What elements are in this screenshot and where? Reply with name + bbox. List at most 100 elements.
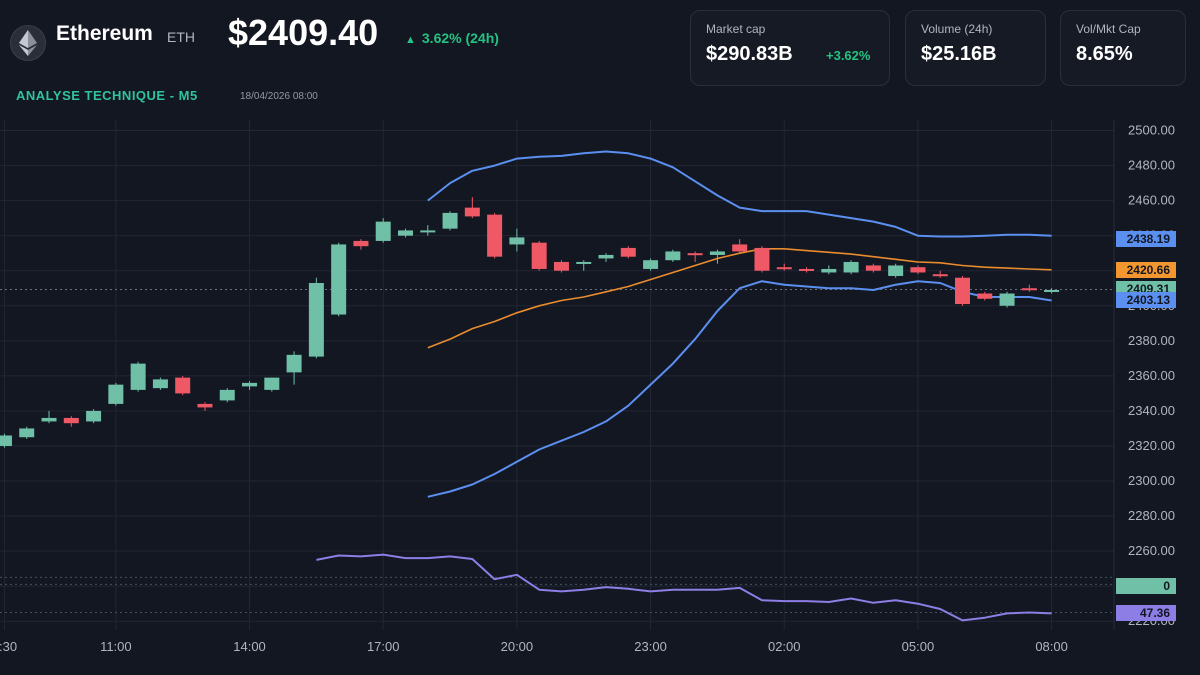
candle-body <box>197 403 213 408</box>
candle-body <box>954 277 970 305</box>
candle <box>999 291 1015 308</box>
candle <box>219 388 235 403</box>
x-tick-label: 05:00 <box>902 639 935 654</box>
candle <box>732 239 748 254</box>
candle <box>620 246 636 259</box>
candle-body <box>776 267 792 270</box>
candle <box>353 239 369 250</box>
x-tick-label: 11:00 <box>100 639 132 654</box>
candle-body <box>553 261 569 271</box>
price-tag: 2403.13 <box>1116 292 1176 309</box>
candle <box>487 212 503 259</box>
coin-name: Ethereum <box>56 22 153 45</box>
x-tick-label: 02:00 <box>768 639 801 654</box>
stat-card-volume: Volume (24h) $25.16B <box>905 10 1046 86</box>
candle-body <box>620 247 636 257</box>
y-tick-label: 2320.00 <box>1128 438 1175 453</box>
candle-body <box>19 428 35 438</box>
candle <box>910 265 926 275</box>
candle-body <box>1021 288 1037 291</box>
candle <box>754 246 770 273</box>
candle <box>553 260 569 273</box>
candle-body <box>86 410 102 422</box>
analysis-title: ANALYSE TECHNIQUE - M5 <box>16 88 198 103</box>
current-price: $2409.40 <box>228 12 379 53</box>
y-tick-label: 2480.00 <box>1128 158 1175 173</box>
candle-body <box>598 254 614 259</box>
x-tick-label: 08:00 <box>1035 639 1068 654</box>
candle-body <box>643 260 659 269</box>
moving-average-line <box>427 248 1052 349</box>
candle <box>175 375 191 396</box>
ethereum-logo <box>10 25 46 61</box>
candle-body <box>152 379 168 389</box>
stat-label: Volume (24h) <box>921 22 993 36</box>
candlesticks <box>0 197 1060 448</box>
chart-header: Ethereum ETH $2409.40 ▲ 3.62% (24h) ANALY… <box>0 0 1200 110</box>
candle-body <box>41 417 57 422</box>
y-tick-label: 2380.00 <box>1128 333 1175 348</box>
price-tag: 2420.66 <box>1116 261 1176 278</box>
candle <box>888 263 904 278</box>
bollinger-upper-line <box>427 150 1052 238</box>
candle-body <box>754 247 770 271</box>
candle-body <box>999 293 1015 306</box>
x-tick-label: 23:00 <box>634 639 667 654</box>
y-tick-label: 2500.00 <box>1128 123 1175 138</box>
candle <box>442 211 458 231</box>
candle <box>954 275 970 306</box>
x-tick-label: 14:00 <box>233 639 266 654</box>
candle <box>1044 288 1060 294</box>
x-tick-label: 8:30 <box>0 639 17 654</box>
candle-body <box>576 261 592 264</box>
y-tick-label: 2260.00 <box>1128 543 1175 558</box>
x-tick-label: 20:00 <box>501 639 534 654</box>
candle-body <box>687 253 703 256</box>
stat-value: $290.83B <box>706 43 793 65</box>
candle-body <box>242 382 258 387</box>
candle <box>397 228 413 238</box>
candle <box>375 218 391 243</box>
candle <box>0 433 12 448</box>
candle <box>130 361 146 392</box>
candle-body <box>442 212 458 229</box>
reference-lines <box>0 288 1114 613</box>
candle-body <box>821 268 837 273</box>
candle <box>63 416 79 427</box>
y-tick-label: 2460.00 <box>1128 193 1175 208</box>
candle-body <box>709 251 725 255</box>
candle-body <box>843 261 859 273</box>
coin-symbol: ETH <box>167 29 195 45</box>
candle <box>41 410 57 424</box>
candle-body <box>0 435 12 446</box>
candle <box>308 277 324 359</box>
candle <box>152 377 168 390</box>
y-tick-label: 2360.00 <box>1128 368 1175 383</box>
stat-card-market-cap: Market cap $290.83B +3.62% <box>690 10 890 86</box>
candle <box>286 351 302 385</box>
candle <box>709 249 725 264</box>
candle-body <box>264 377 280 390</box>
candle-body <box>108 384 124 404</box>
candle-body <box>799 268 815 271</box>
y-axis: 2220.002240.002260.002280.002300.002320.… <box>1128 123 1175 629</box>
candle-body <box>531 242 547 269</box>
candle-body <box>977 293 993 299</box>
stat-value: $25.16B <box>921 43 997 65</box>
candle <box>509 228 525 252</box>
candle-body <box>175 377 191 394</box>
candle-body <box>464 207 480 217</box>
stat-change: +3.62% <box>826 48 871 63</box>
candle <box>420 225 436 236</box>
candle-body <box>219 389 235 401</box>
candle-body <box>353 240 369 247</box>
stat-value: 8.65% <box>1076 43 1133 65</box>
candle-body <box>732 244 748 252</box>
up-arrow-icon: ▲ <box>405 34 416 46</box>
candle-body <box>865 265 881 271</box>
bollinger-lower-line <box>427 280 1052 498</box>
x-tick-label: 17:00 <box>367 639 400 654</box>
price-change: ▲ 3.62% (24h) <box>405 30 499 46</box>
indicator-lines <box>316 150 1052 622</box>
